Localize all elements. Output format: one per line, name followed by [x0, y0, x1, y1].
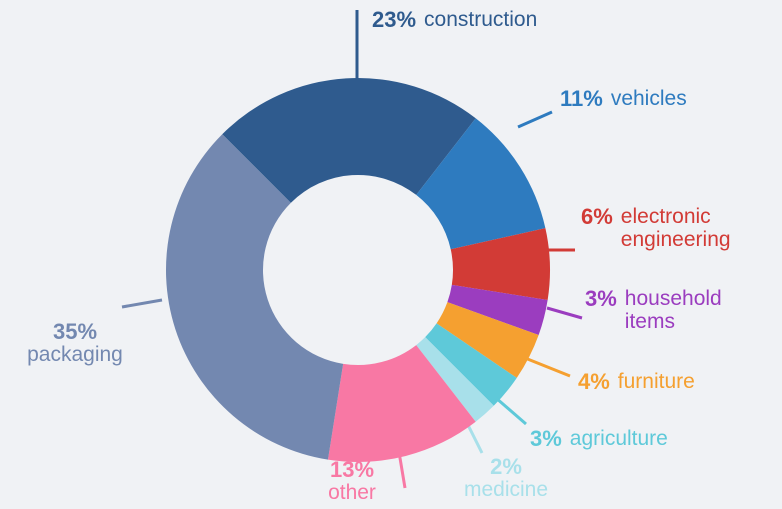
leader-line	[517, 110, 553, 129]
slice-label: 13% other	[328, 458, 376, 504]
donut-slice	[165, 134, 344, 460]
category-label: vehicles	[610, 87, 687, 110]
leader-line	[121, 298, 163, 309]
category-label: agriculture	[569, 427, 668, 450]
slice-label: 3% household items	[585, 287, 765, 333]
percent-label: 6%	[581, 204, 613, 229]
slice-label: 35% packaging	[27, 320, 123, 366]
percent-label: 2%	[490, 454, 522, 479]
slice-label: 2% medicine	[464, 455, 548, 501]
donut-slice	[447, 284, 548, 336]
category-label: other	[328, 481, 376, 504]
leader-line	[396, 445, 407, 489]
donut-slice	[222, 78, 476, 203]
percent-label: 11%	[560, 86, 603, 111]
category-label: furniture	[617, 370, 695, 393]
percent-label: 3%	[585, 286, 617, 311]
slice-label: 23% construction	[372, 8, 537, 31]
donut-slice	[416, 337, 494, 422]
percent-label: 13%	[329, 457, 375, 482]
slice-label: 4% furniture	[578, 370, 695, 393]
category-label: medicine	[463, 478, 549, 501]
category-label: household items	[624, 287, 722, 333]
leader-line	[519, 354, 571, 378]
donut-slice	[327, 345, 476, 463]
donut-slice	[425, 323, 517, 406]
category-label: electronic engineering	[620, 205, 731, 251]
percent-label: 3%	[530, 426, 562, 451]
slice-label: 6% electronic engineering	[581, 205, 761, 251]
slice-label: 11% vehicles	[560, 87, 687, 110]
category-label: packaging	[27, 343, 123, 366]
percent-label: 35%	[52, 319, 98, 344]
leader-line	[495, 396, 527, 426]
leader-line	[546, 306, 583, 320]
percent-label: 23%	[372, 7, 417, 32]
donut-slice	[450, 228, 551, 301]
category-label: construction	[424, 8, 538, 31]
percent-label: 4%	[578, 369, 610, 394]
donut-slice	[416, 118, 546, 250]
slice-label: 3% agriculture	[530, 427, 668, 450]
donut-slice	[436, 302, 539, 378]
